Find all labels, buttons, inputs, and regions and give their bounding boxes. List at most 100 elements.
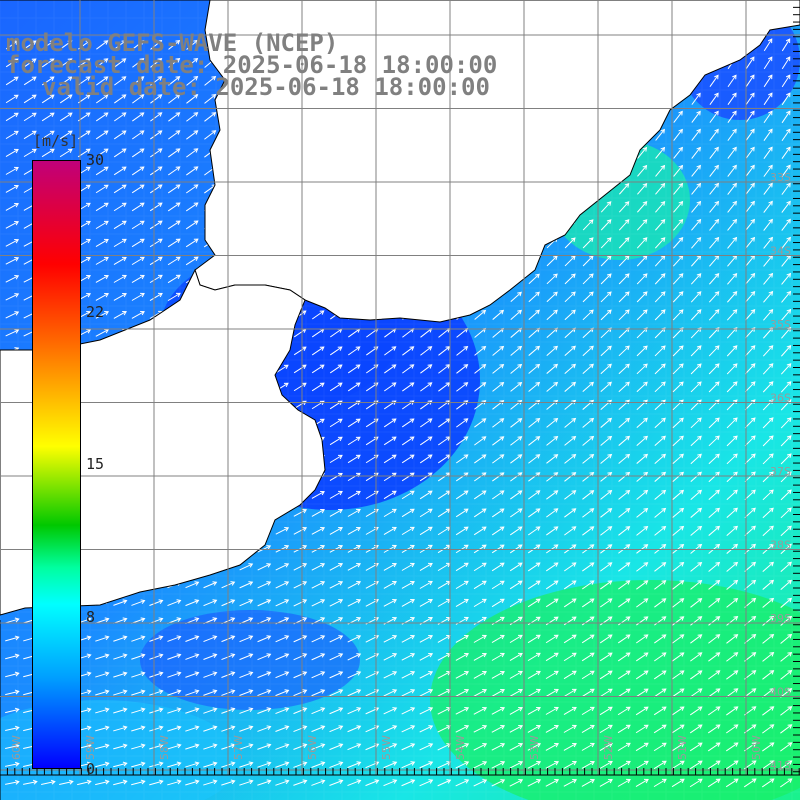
- wind-arrow: [402, 382, 415, 392]
- wind-arrow: [59, 58, 73, 68]
- wind-arrow: [763, 218, 773, 231]
- wind-arrow: [491, 562, 505, 572]
- wind-arrow: [5, 76, 19, 86]
- wind-arrow: [582, 345, 594, 357]
- wind-arrow: [563, 562, 577, 572]
- wind-arrow: [473, 562, 487, 572]
- wind-arrow: [401, 562, 415, 571]
- longitude-label: 53W: [528, 735, 541, 760]
- wind-arrow: [509, 688, 523, 697]
- wind-arrow: [781, 218, 791, 231]
- wind-arrow: [727, 74, 737, 88]
- wind-arrow: [149, 653, 164, 660]
- wind-arrow: [672, 237, 684, 249]
- wind-arrow: [455, 725, 470, 733]
- wind-arrow: [167, 671, 182, 678]
- wind-arrow: [419, 725, 434, 733]
- wind-arrow: [673, 200, 684, 213]
- wind-arrow: [114, 40, 127, 50]
- wind-arrow: [167, 166, 181, 176]
- wind-arrow: [636, 291, 648, 303]
- wind-arrow: [113, 148, 127, 158]
- wind-arrow: [401, 598, 415, 607]
- wind-arrow: [347, 508, 361, 517]
- wind-arrow: [708, 417, 720, 429]
- wind-arrow: [745, 218, 755, 231]
- wind-arrow: [744, 507, 756, 519]
- wind-arrow: [617, 652, 631, 662]
- wind-arrow: [582, 381, 594, 392]
- wind-arrow: [763, 128, 773, 142]
- wind-arrow: [745, 236, 756, 249]
- wind-arrow: [473, 779, 488, 787]
- wind-arrow: [168, 58, 181, 68]
- wind-arrow: [655, 182, 666, 195]
- wind-arrow: [707, 724, 721, 734]
- wind-arrow: [527, 598, 541, 608]
- wind-arrow: [5, 94, 19, 104]
- wind-arrow: [599, 652, 613, 662]
- wind-arrow: [474, 382, 487, 392]
- wind-arrow: [726, 634, 739, 644]
- wind-arrow: [401, 490, 415, 500]
- wind-arrow: [510, 436, 523, 446]
- wind-arrow: [41, 148, 55, 158]
- wind-arrow: [599, 706, 613, 716]
- wind-arrow: [690, 381, 702, 393]
- wind-arrow: [582, 526, 595, 536]
- wind-arrow: [563, 778, 578, 787]
- wind-arrow: [726, 706, 739, 716]
- wind-arrow: [636, 219, 648, 231]
- wind-arrow: [762, 507, 774, 519]
- wind-arrow: [365, 779, 380, 787]
- wind-arrow: [672, 525, 685, 536]
- wind-arrow: [401, 707, 416, 715]
- wind-arrow: [329, 526, 343, 535]
- wind-arrow: [149, 725, 164, 732]
- wind-arrow: [527, 742, 542, 751]
- wind-arrow: [293, 599, 308, 607]
- wind-arrow: [635, 724, 649, 734]
- wind-arrow: [727, 200, 737, 213]
- latitude-label: 33S: [770, 171, 791, 184]
- wind-arrow: [600, 580, 613, 590]
- wind-arrow: [654, 598, 667, 608]
- wind-arrow: [185, 707, 200, 714]
- wind-arrow: [690, 471, 702, 483]
- wind-arrow: [617, 616, 631, 626]
- wind-arrow: [383, 635, 398, 643]
- wind-arrow: [347, 653, 362, 661]
- wind-arrow: [383, 725, 398, 733]
- wind-arrow: [95, 238, 109, 247]
- wind-arrow: [347, 779, 362, 787]
- wind-arrow: [563, 580, 577, 590]
- wind-arrow: [564, 454, 577, 464]
- wind-arrow: [671, 688, 685, 698]
- wind-arrow: [113, 599, 128, 606]
- wind-arrow: [311, 364, 325, 374]
- wind-arrow: [113, 274, 127, 283]
- wind-arrow: [401, 689, 416, 697]
- wind-arrow: [726, 507, 738, 519]
- wind-arrow: [239, 581, 254, 589]
- wind-arrow: [743, 778, 757, 788]
- wind-arrow: [347, 382, 361, 392]
- wind-arrow: [59, 76, 73, 86]
- wind-arrow: [95, 94, 109, 104]
- wind-arrow: [149, 166, 163, 176]
- wind-arrow: [708, 561, 721, 572]
- wind-arrow: [527, 761, 542, 769]
- wind-arrow: [671, 670, 685, 680]
- land-mass: [0, 0, 800, 323]
- wind-arrow: [509, 724, 524, 733]
- wind-arrow: [617, 760, 631, 769]
- wind-arrow: [149, 671, 164, 678]
- wind-arrow: [708, 471, 720, 483]
- wind-arrow: [131, 725, 146, 732]
- wind-arrow: [545, 616, 559, 626]
- colorbar-tick-label: 30: [86, 151, 105, 169]
- wind-arrow: [491, 761, 506, 769]
- wind-arrow: [168, 76, 181, 86]
- wind-arrow: [726, 291, 738, 303]
- wind-arrow: [763, 308, 774, 321]
